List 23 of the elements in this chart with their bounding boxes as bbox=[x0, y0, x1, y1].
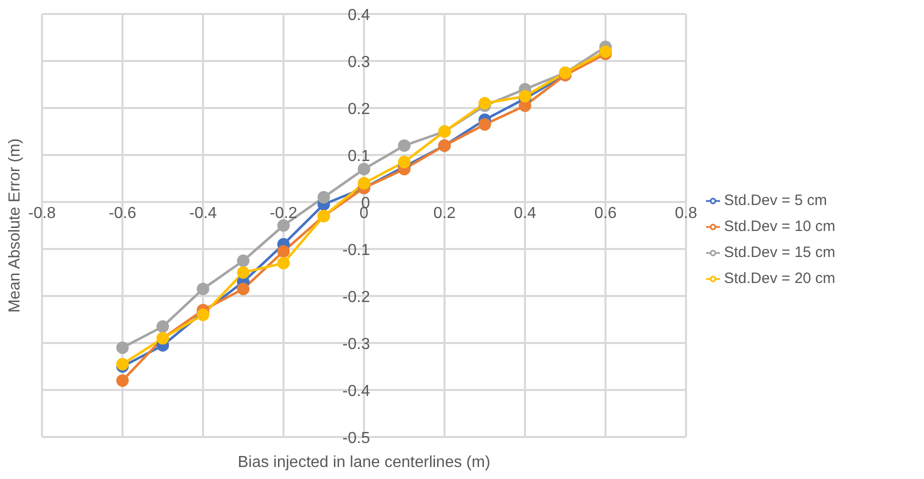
x-tick-label: 0.6 bbox=[594, 205, 617, 222]
y-tick-label: 0.4 bbox=[348, 7, 370, 24]
x-tick-label: 0.2 bbox=[433, 205, 456, 222]
legend-label: Std.Dev = 10 cm bbox=[724, 218, 836, 234]
legend-label: Std.Dev = 5 cm bbox=[724, 192, 827, 208]
y-tick-label: -0.2 bbox=[342, 289, 370, 306]
legend-label: Std.Dev = 15 cm bbox=[724, 244, 836, 260]
legend-label: Std.Dev = 20 cm bbox=[724, 270, 836, 286]
y-tick-label: -0.1 bbox=[342, 242, 370, 259]
y-tick-label: -0.3 bbox=[342, 336, 370, 353]
y-tick-label: 0.1 bbox=[348, 148, 370, 165]
x-tick-label: -0.8 bbox=[28, 205, 56, 222]
y-tick-label: -0.4 bbox=[342, 383, 370, 400]
x-tick-label: -0.4 bbox=[189, 205, 217, 222]
x-tick-label: -0.2 bbox=[270, 205, 298, 222]
y-tick-label: -0.5 bbox=[342, 430, 370, 447]
x-tick-label: 0.4 bbox=[514, 205, 536, 222]
y-tick-label: 0.3 bbox=[348, 54, 370, 71]
x-tick-label: 0.8 bbox=[674, 205, 698, 222]
y-axis-title: Mean Absolute Error (m) bbox=[6, 138, 24, 313]
y-tick-label: 0.2 bbox=[348, 101, 370, 118]
x-tick-label: -0.6 bbox=[108, 205, 136, 222]
x-axis-title: Bias injected in lane centerlines (m) bbox=[238, 454, 490, 471]
